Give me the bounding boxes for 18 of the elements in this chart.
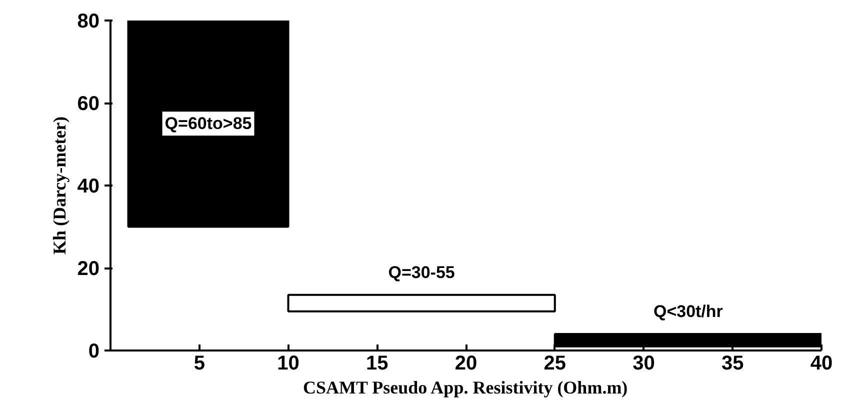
x-tick-label: 40	[810, 352, 833, 374]
annotation: Q=60to>85	[164, 114, 252, 134]
x-tick-label: 30	[632, 352, 655, 374]
y-axis-title: Kh (Darcy-meter)	[49, 116, 70, 255]
x-tick-label: 25	[544, 352, 566, 374]
y-tick-label: 80	[77, 10, 100, 32]
x-axis-title: CSAMT Pseudo App. Resistivity (Ohm.m)	[302, 378, 628, 398]
y-tick-label: 0	[88, 340, 100, 362]
x-tick-label: 35	[722, 352, 744, 374]
x-tick-label: 20	[454, 352, 478, 374]
y-tick-label: 60	[77, 93, 100, 115]
x-tick-label: 5	[194, 352, 205, 374]
y-tick-label: 40	[77, 176, 100, 198]
annotation: Q<30t/hr	[653, 302, 724, 322]
x-tick-label: 10	[277, 352, 300, 374]
annotation: Q=30-55	[388, 262, 455, 282]
y-tick-label: 20	[77, 258, 100, 280]
x-tick-label: 15	[366, 352, 388, 374]
